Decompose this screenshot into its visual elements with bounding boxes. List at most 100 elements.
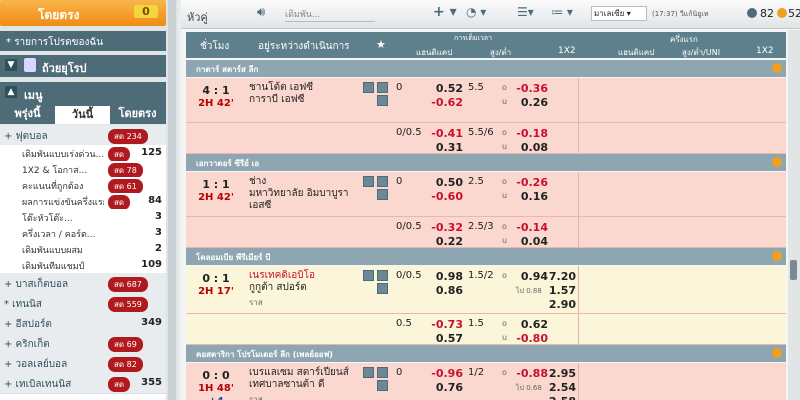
- star-icon[interactable]: [377, 367, 388, 378]
- under-odds: 0.04: [520, 235, 548, 248]
- x12-odds: 7.20: [548, 270, 576, 283]
- item-count: 109: [141, 259, 162, 270]
- sub-item[interactable]: เดิมพันแบบผสม 2: [0, 241, 166, 258]
- europe-bar[interactable]: ▼ ถ้วยยุโรป: [0, 55, 166, 77]
- item-label: 1X2 & โอกาส...: [22, 166, 88, 176]
- star-icon[interactable]: [377, 270, 388, 281]
- stats-icon[interactable]: [377, 283, 388, 294]
- under-label: u: [502, 191, 508, 200]
- ou-line: 1/2: [468, 367, 485, 378]
- live-header[interactable]: โดยตรง 0: [0, 0, 166, 26]
- ou-line: 2.5/3: [468, 221, 494, 232]
- sub-item[interactable]: 1X2 & โอกาส... สด 78: [0, 161, 166, 178]
- score: 0 : 0: [202, 369, 230, 382]
- sport-item[interactable]: + คริกเก็ต สด 69: [0, 333, 166, 354]
- item-label: + ฟุตบอล: [4, 131, 48, 142]
- tab[interactable]: โดยตรง: [118, 107, 157, 120]
- home-team: ช่าง: [249, 176, 267, 187]
- tv-icon[interactable]: [363, 367, 374, 378]
- league-icon[interactable]: [772, 63, 782, 73]
- sub-item[interactable]: เดิมพันทีมแชมป์ 109: [0, 257, 166, 274]
- more-bets[interactable]: +4: [186, 396, 246, 400]
- tv-icon[interactable]: [363, 176, 374, 187]
- header-handicap: แฮนดิแคป: [416, 48, 453, 57]
- menu-bar[interactable]: ▲ เมนู: [0, 82, 166, 104]
- item-count: 349: [141, 317, 162, 328]
- clock-button[interactable]: ◔ ▾: [466, 5, 487, 19]
- over-label: o: [502, 222, 507, 231]
- live-badge: สด: [108, 377, 131, 392]
- stats-icon[interactable]: [377, 380, 388, 391]
- star-icon[interactable]: [377, 176, 388, 187]
- league-icon[interactable]: [772, 251, 782, 261]
- league-icon[interactable]: [772, 157, 782, 167]
- first-half-cell: [578, 217, 579, 247]
- scroll-thumb[interactable]: [790, 260, 797, 280]
- team-note: ราส: [249, 298, 263, 307]
- first-half-cell: [578, 266, 579, 313]
- live-count: 0: [134, 5, 158, 18]
- live-title: โดยตรง: [38, 8, 80, 22]
- header-match: อยู่ระหว่างดำเนินการ: [258, 41, 350, 52]
- tab[interactable]: วันนี้: [55, 106, 110, 124]
- sub-item[interactable]: คะแนนที่ถูกต้อง สด 61: [0, 177, 166, 194]
- sub-item[interactable]: ครึ่งเวลา / คอร์ต... 3: [0, 225, 166, 242]
- count-icon: [747, 8, 757, 18]
- home-team: เบรแลเซม สตาร์เปียนส์: [249, 367, 349, 378]
- language-select[interactable]: มาเลเซีย ▾: [591, 6, 647, 21]
- over-odds: -0.14: [516, 221, 548, 234]
- sport-item[interactable]: + เทเบิลเทนนิส สด 355: [0, 373, 166, 394]
- item-label: + เทเบิลเทนนิส: [4, 379, 72, 390]
- sub-item[interactable]: โต๊ะหัวโต๊ะ... 3: [0, 209, 166, 226]
- home-team: ชานโต้ต เอฟซี: [249, 82, 314, 93]
- live-badge: สด: [108, 147, 131, 162]
- header-fh-1x2: 1X2: [756, 46, 774, 56]
- tv-icon[interactable]: [363, 270, 374, 281]
- item-count: 2: [155, 243, 162, 254]
- search-box[interactable]: เดิมพัน...: [285, 7, 375, 22]
- toolbar-title: หัวคู่: [187, 11, 208, 24]
- handicap-away: 0.57: [435, 332, 463, 345]
- stats-icon[interactable]: [377, 95, 388, 106]
- league-icon[interactable]: [772, 348, 782, 358]
- score: 4 : 1: [202, 84, 230, 97]
- sub-item[interactable]: ผลการแข่งขันครึ่งแรก สด 84: [0, 193, 166, 210]
- under-odds: 0.08: [520, 141, 548, 154]
- view-button[interactable]: ≔ ▾: [551, 5, 573, 19]
- handicap-line: 0/0.5: [396, 270, 422, 281]
- toolbar: หัวคู่ 🔊︎ เดิมพัน... + ▾ ◔ ▾ ☰▾ ≔ ▾ มาเล…: [181, 0, 800, 29]
- item-count: 3: [155, 227, 162, 238]
- sport-item[interactable]: + อีสปอร์ต 349: [0, 313, 166, 334]
- odds-row: 0/0.5 -0.41 0.31 5.5/6 o -0.18 u 0.08: [186, 123, 786, 154]
- handicap-line: 0: [396, 367, 403, 378]
- add-button[interactable]: + ▾: [433, 4, 457, 20]
- sport-item[interactable]: * เทนนิส สด 559: [0, 293, 166, 314]
- x12-odds: 2.90: [548, 298, 576, 311]
- odds-row: 0/0.5 -0.32 0.22 2.5/3 o -0.14 u 0.04: [186, 217, 786, 248]
- tv-icon[interactable]: [363, 82, 374, 93]
- collapse-icon: ▲: [5, 86, 17, 98]
- favorites-bar[interactable]: * รายการโปรดของฉัน: [0, 31, 166, 51]
- first-half-cell: [578, 123, 579, 153]
- sport-item[interactable]: + บาสเก็ตบอล สด 687: [0, 273, 166, 294]
- sport-item[interactable]: + วอลเลย์บอล สด 82: [0, 353, 166, 374]
- item-label: * เทนนิส: [4, 299, 42, 310]
- sort-button[interactable]: ☰▾: [517, 5, 534, 19]
- item-count: 355: [141, 377, 162, 388]
- speaker-icon[interactable]: 🔊︎: [257, 5, 266, 20]
- star-icon[interactable]: [377, 82, 388, 93]
- sub-item[interactable]: เดิมพันแบบเร่งด่วน... สด 125: [0, 145, 166, 162]
- star-icon[interactable]: ★: [376, 38, 386, 51]
- match-time: 2H 42': [198, 192, 234, 203]
- ou-line: 5.5: [468, 82, 484, 93]
- collapse-icon: ▼: [5, 59, 17, 71]
- x12-odds: 1.57: [548, 284, 576, 297]
- stats-icon[interactable]: [377, 189, 388, 200]
- sport-item[interactable]: + ฟุตบอล สด 234: [0, 125, 166, 146]
- tab[interactable]: พรุ่งนี้: [14, 107, 41, 120]
- item-label: ครึ่งเวลา / คอร์ต...: [22, 230, 96, 240]
- over-odds: -0.88: [516, 367, 548, 380]
- handicap-line: 0/0.5: [396, 221, 422, 232]
- over-label: o: [502, 368, 507, 377]
- item-label: คะแนนที่ถูกต้อง: [22, 182, 84, 192]
